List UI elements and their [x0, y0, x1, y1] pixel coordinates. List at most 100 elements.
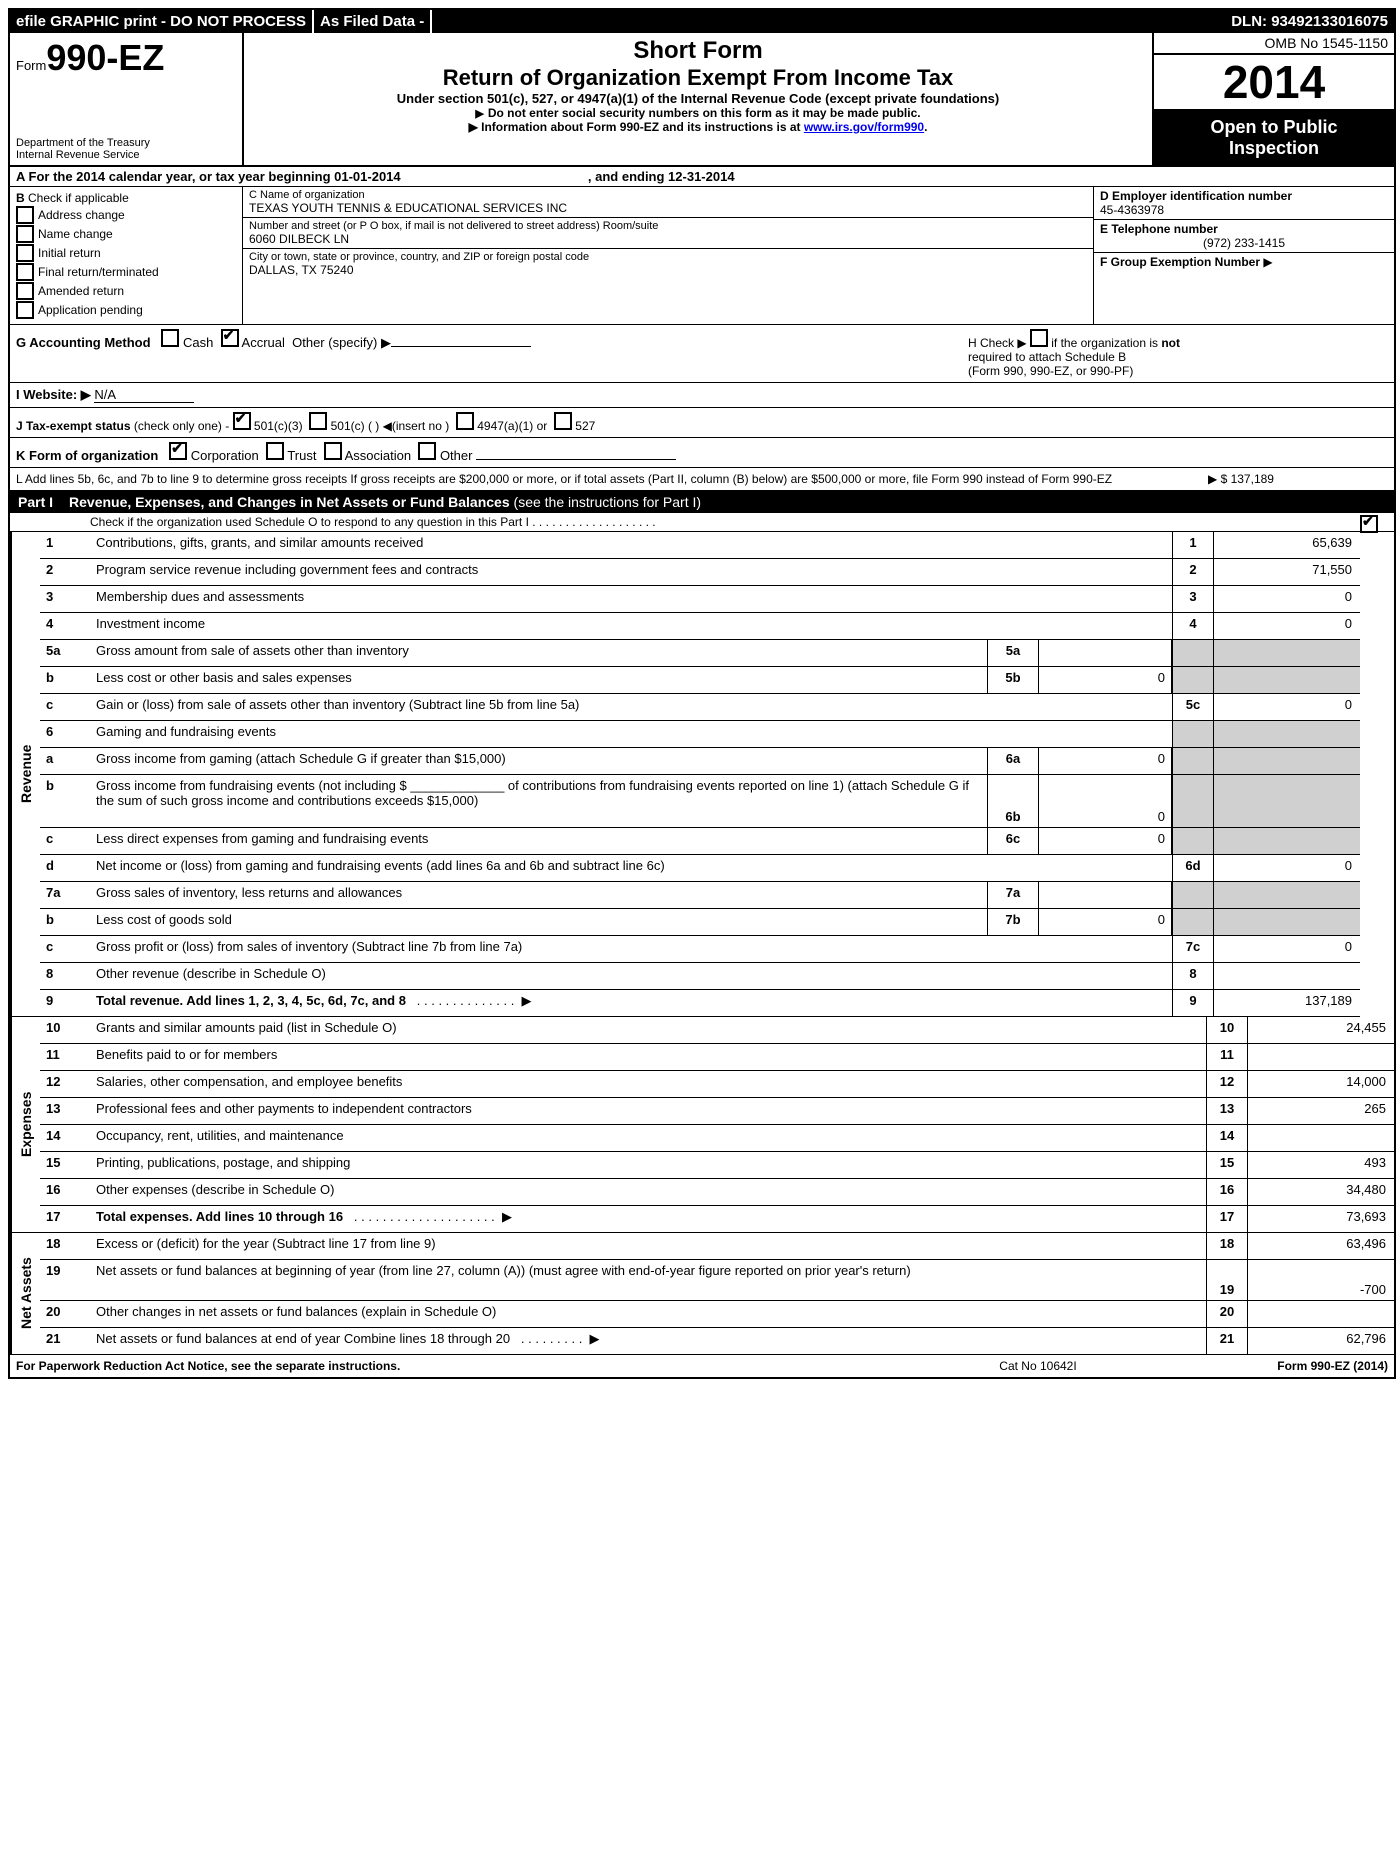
ln7a-sub: 7a	[987, 882, 1039, 908]
warn2-pre: Information about Form 990-EZ and its in…	[481, 120, 804, 134]
chk-address-change[interactable]	[16, 206, 34, 224]
ln17-desc-text: Total expenses. Add lines 10 through 16	[96, 1209, 343, 1224]
ln16-val: 34,480	[1247, 1179, 1394, 1205]
chk-501c3[interactable]	[233, 412, 251, 430]
header-row: Form990-EZ Department of the Treasury In…	[10, 33, 1394, 167]
d-value: 45-4363978	[1100, 203, 1388, 217]
block-bcd: B Check if applicable Address change Nam…	[10, 187, 1394, 325]
chk-application-pending[interactable]	[16, 301, 34, 319]
j-hint: (check only one) -	[134, 419, 229, 433]
ln5b-desc: Less cost or other basis and sales expen…	[92, 667, 987, 693]
g-accrual: Accrual	[242, 335, 285, 350]
chk-final-return[interactable]	[16, 263, 34, 281]
chk-accrual[interactable]	[221, 329, 239, 347]
ln6-val-shade	[1213, 721, 1360, 747]
ln6c-col-shade	[1172, 828, 1213, 854]
ln18-no: 18	[40, 1233, 92, 1259]
ln7a-desc: Gross sales of inventory, less returns a…	[92, 882, 987, 908]
chk-name-change[interactable]	[16, 225, 34, 243]
line-6: 6 Gaming and fundraising events	[40, 721, 1360, 748]
j-opt1: 501(c)(3)	[254, 419, 303, 433]
k-other-line	[476, 459, 676, 460]
chk-other-org[interactable]	[418, 442, 436, 460]
ln7a-subval	[1039, 882, 1172, 908]
c-city-value: DALLAS, TX 75240	[249, 263, 1087, 277]
ln5c-val: 0	[1213, 694, 1360, 720]
l-arrow: ▶	[1208, 472, 1217, 486]
ln8-no: 8	[40, 963, 92, 989]
chk-h[interactable]	[1030, 329, 1048, 347]
chk-association[interactable]	[324, 442, 342, 460]
ln15-no: 15	[40, 1152, 92, 1178]
irs-link[interactable]: www.irs.gov/form990	[804, 120, 924, 134]
row-a-end: , and ending 12-31-2014	[588, 169, 735, 184]
row-gh: G Accounting Method Cash Accrual Other (…	[10, 325, 1394, 383]
ln5a-subval	[1039, 640, 1172, 666]
c-street-label: Number and street (or P O box, if mail i…	[249, 220, 1087, 232]
ln6a-no: a	[40, 748, 92, 774]
chk-part1-scho[interactable]	[1360, 515, 1378, 533]
ln3-col: 3	[1172, 586, 1213, 612]
part1-label: Part I	[18, 494, 53, 510]
dln-value: 93492133016075	[1271, 13, 1388, 30]
ln13-desc: Professional fees and other payments to …	[92, 1098, 1206, 1124]
chk-trust[interactable]	[266, 442, 284, 460]
l-value-block: ▶ $ 137,189	[1208, 472, 1388, 486]
b-item-1: Name change	[38, 227, 113, 241]
ln16-col: 16	[1206, 1179, 1247, 1205]
line-8: 8 Other revenue (describe in Schedule O)…	[40, 963, 1360, 990]
ln5b-col-shade	[1172, 667, 1213, 693]
f-group-cell: F Group Exemption Number ▶	[1094, 253, 1394, 271]
warning-2: ▶ Information about Form 990-EZ and its …	[254, 120, 1142, 134]
d-label: D Employer identification number	[1100, 189, 1292, 203]
part1-sub-text: Check if the organization used Schedule …	[90, 515, 656, 529]
efile-label: efile GRAPHIC print - DO NOT PROCESS	[10, 10, 314, 33]
revenue-lines: 1 Contributions, gifts, grants, and simi…	[40, 532, 1360, 1016]
netassets-section: Net Assets 18 Excess or (deficit) for th…	[10, 1233, 1394, 1354]
chk-501c[interactable]	[309, 412, 327, 430]
main-title: Return of Organization Exempt From Incom…	[254, 65, 1142, 91]
col-c: C Name of organization TEXAS YOUTH TENNI…	[243, 187, 1094, 324]
h-text1: H Check ▶	[968, 336, 1027, 350]
e-label: E Telephone number	[1100, 222, 1218, 236]
c-name-label: C Name of organization	[249, 189, 1087, 201]
ln10-desc: Grants and similar amounts paid (list in…	[92, 1017, 1206, 1043]
e-phone-cell: E Telephone number (972) 233-1415	[1094, 220, 1394, 253]
ln8-desc: Other revenue (describe in Schedule O)	[92, 963, 1172, 989]
ln1-val: 65,639	[1213, 532, 1360, 558]
row-a: A For the 2014 calendar year, or tax yea…	[10, 167, 1394, 187]
chk-527[interactable]	[554, 412, 572, 430]
line-7b: b Less cost of goods sold 7b 0	[40, 909, 1360, 936]
g-cash: Cash	[183, 335, 213, 350]
ln8-val	[1213, 963, 1360, 989]
chk-corporation[interactable]	[169, 442, 187, 460]
footer-left: For Paperwork Reduction Act Notice, see …	[16, 1359, 908, 1373]
ln14-val	[1247, 1125, 1394, 1151]
line-7a: 7a Gross sales of inventory, less return…	[40, 882, 1360, 909]
dept-line2: Internal Revenue Service	[16, 149, 236, 161]
ln9-desc-text: Total revenue. Add lines 1, 2, 3, 4, 5c,…	[96, 993, 406, 1008]
subtitle: Under section 501(c), 527, or 4947(a)(1)…	[254, 91, 1142, 106]
line-3: 3 Membership dues and assessments 3 0	[40, 586, 1360, 613]
ln17-no: 17	[40, 1206, 92, 1232]
chk-cash[interactable]	[161, 329, 179, 347]
ln10-col: 10	[1206, 1017, 1247, 1043]
asfiled-label: As Filed Data -	[314, 10, 432, 33]
line-9: 9 Total revenue. Add lines 1, 2, 3, 4, 5…	[40, 990, 1360, 1016]
part1-title-text: Revenue, Expenses, and Changes in Net As…	[69, 494, 510, 510]
chk-initial-return[interactable]	[16, 244, 34, 262]
ln19-desc: Net assets or fund balances at beginning…	[92, 1260, 1206, 1300]
ln21-desc-text: Net assets or fund balances at end of ye…	[96, 1331, 510, 1346]
ln11-col: 11	[1206, 1044, 1247, 1070]
chk-4947[interactable]	[456, 412, 474, 430]
line-10: 10 Grants and similar amounts paid (list…	[40, 1017, 1394, 1044]
ln14-no: 14	[40, 1125, 92, 1151]
ln13-no: 13	[40, 1098, 92, 1124]
page-footer: For Paperwork Reduction Act Notice, see …	[10, 1354, 1394, 1377]
chk-amended-return[interactable]	[16, 282, 34, 300]
ln3-val: 0	[1213, 586, 1360, 612]
k-opt-0: Corporation	[191, 448, 259, 463]
b-label: B	[16, 191, 25, 205]
line-6a: a Gross income from gaming (attach Sched…	[40, 748, 1360, 775]
col-d: D Employer identification number 45-4363…	[1094, 187, 1394, 324]
